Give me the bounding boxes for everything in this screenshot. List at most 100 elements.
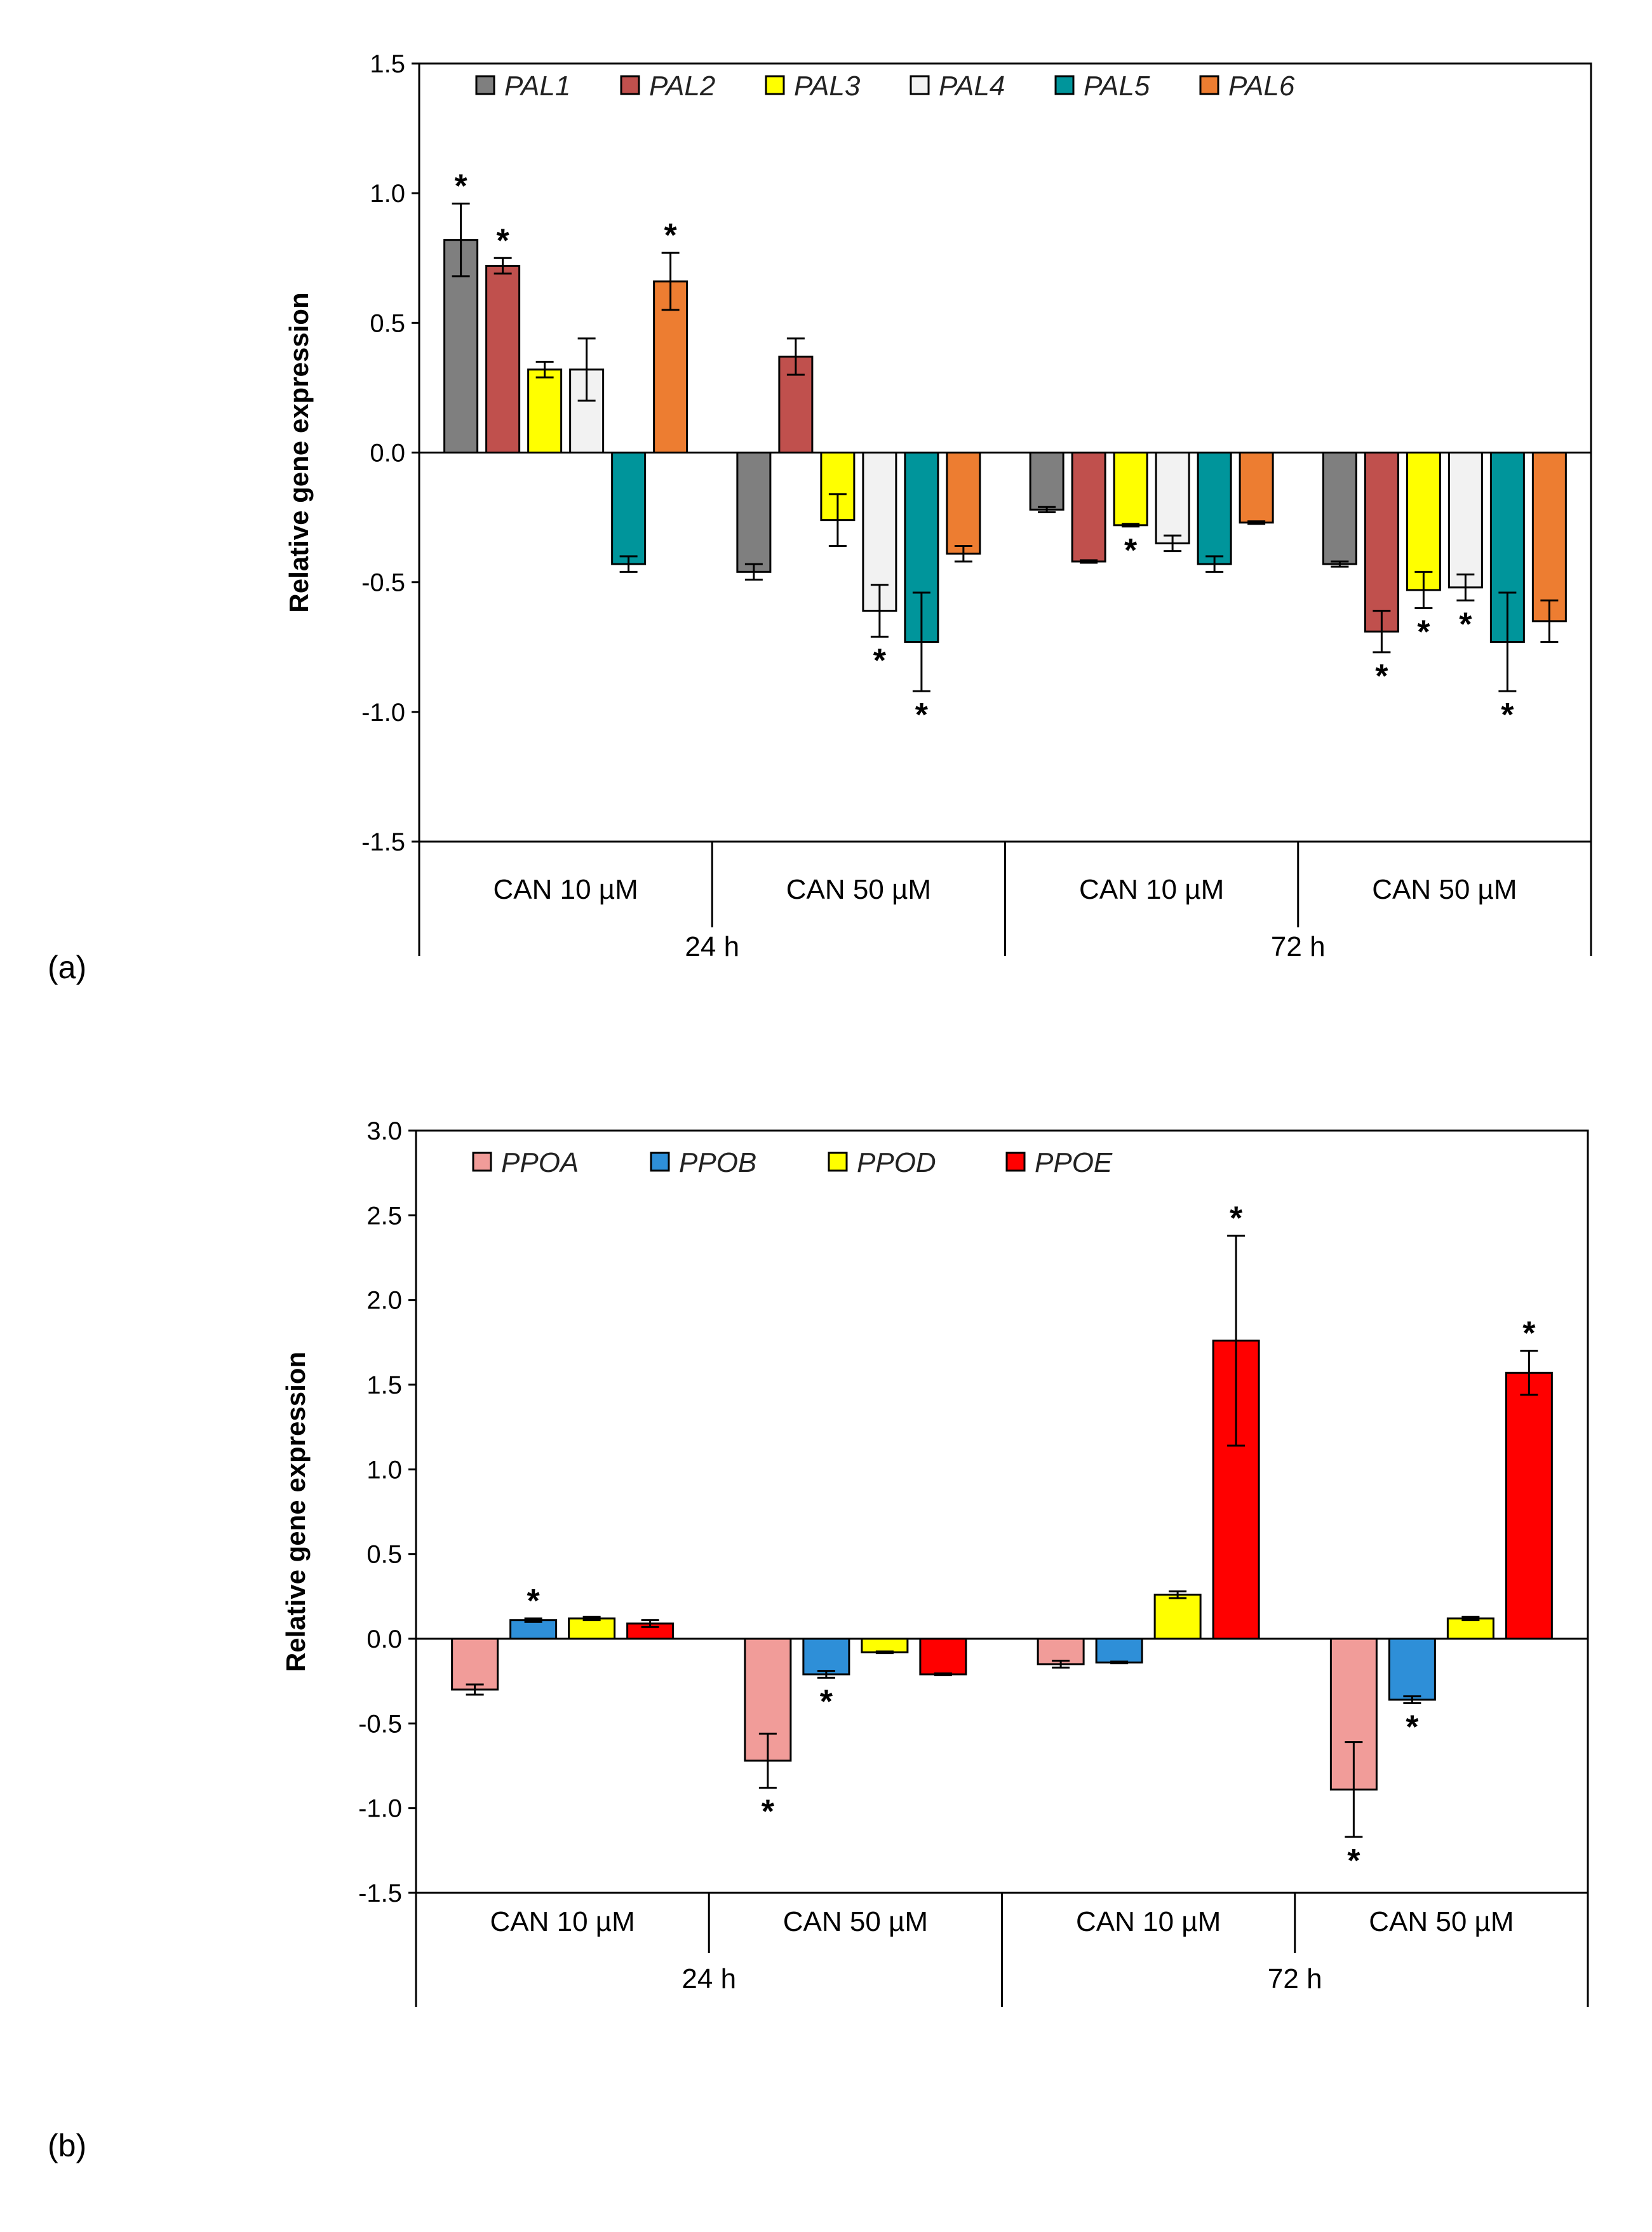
significance-marker: *: [915, 697, 929, 734]
y-axis-title: Relative gene expression: [281, 1352, 311, 1672]
y-tick-label: 0.5: [366, 1541, 402, 1569]
significance-marker: *: [820, 1683, 833, 1720]
bar-pal6: [946, 452, 981, 555]
bar-pal3: [1113, 452, 1148, 527]
significance-marker: *: [762, 1794, 775, 1831]
legend-swatch: [650, 1152, 670, 1172]
chart-panel-b: 3.0 2.5 2.0 1.5 1.0 0.5 0.0 -0.5 -1.0 -1.5 Relativ…: [281, 1117, 1589, 2007]
bar-pal1: [736, 452, 772, 573]
significance-marker: *: [1459, 606, 1472, 643]
y-tick-label: 1.5: [366, 1371, 402, 1399]
y-axis-title: Relative gene expression: [284, 292, 314, 612]
legend-swatch: [765, 75, 785, 95]
legend-entry: PPOB: [679, 1147, 756, 1178]
category-label: CAN 50 µM: [1369, 1906, 1514, 1937]
significance-marker: *: [455, 168, 468, 205]
bar-pal2: [485, 265, 521, 454]
chart-panel-a: 1.5 1.0 0.5 0.0 -0.5 -1.0 -1.5 Relative gene ex…: [284, 50, 1592, 962]
y-tick-label: -0.5: [361, 569, 405, 597]
panel-label: (b): [48, 2128, 86, 2163]
legend-entry: PPOE: [1035, 1147, 1113, 1178]
y-tick-label: 1.5: [370, 50, 405, 78]
y-tick-label: -1.0: [358, 1795, 402, 1823]
plot-frame: [415, 1129, 1589, 1894]
legend-swatch: [1005, 1152, 1026, 1172]
category-label: CAN 10 µM: [493, 874, 638, 905]
category-label: CAN 50 µM: [1372, 874, 1517, 905]
legend-swatch: [1054, 75, 1075, 95]
bar-pal4: [1447, 452, 1483, 589]
y-tick-label: 0.5: [370, 309, 405, 337]
y-tick-label: 0.0: [366, 1625, 402, 1653]
bar-pal6: [1531, 452, 1567, 622]
bar-pal3: [527, 368, 563, 454]
bar-pal2: [1364, 452, 1399, 633]
legend-entry: PPOA: [501, 1147, 579, 1178]
panel-label: (a): [48, 950, 86, 985]
bar-ppoe: [1505, 1371, 1553, 1640]
bar-pal1: [1322, 452, 1357, 565]
bar-ppob: [802, 1637, 850, 1676]
category-label: CAN 10 µM: [1079, 874, 1224, 905]
bar-pal6: [1239, 452, 1274, 524]
significance-marker: *: [1501, 697, 1514, 734]
significance-marker: *: [1347, 1843, 1360, 1879]
category-label: CAN 10 µM: [1076, 1906, 1221, 1937]
bar-pal3: [1406, 452, 1441, 591]
bar-pal5: [611, 452, 647, 565]
legend-entry: PPOD: [857, 1147, 936, 1178]
y-tick-label: -1.5: [361, 828, 405, 856]
y-tick-label: 0.0: [370, 440, 405, 467]
bar-ppoe: [919, 1637, 967, 1676]
legend-swatch: [475, 75, 495, 95]
y-tick-label: -1.5: [358, 1879, 402, 1907]
significance-marker: *: [1406, 1709, 1419, 1745]
group-label: 72 h: [1268, 1963, 1322, 1994]
legend-entry: PAL4: [939, 71, 1005, 102]
bar-pal4: [1155, 452, 1190, 544]
legend-swatch: [620, 75, 640, 95]
group-label: 72 h: [1271, 931, 1326, 962]
significance-marker: *: [1522, 1315, 1536, 1352]
legend-entry: PAL3: [794, 71, 861, 102]
significance-marker: *: [1124, 532, 1138, 569]
y-tick-label: 2.0: [366, 1287, 402, 1315]
legend-swatch: [1199, 75, 1219, 95]
category-label: CAN 10 µM: [490, 1906, 635, 1937]
y-tick-label: 1.0: [366, 1456, 402, 1484]
significance-marker: *: [873, 642, 887, 679]
bar-ppod: [1446, 1617, 1494, 1640]
legend-entry: PAL5: [1084, 71, 1150, 102]
legend-entry: PAL1: [504, 71, 570, 102]
significance-marker: *: [1417, 614, 1430, 651]
bar-pal2: [1071, 452, 1106, 563]
bar-ppod: [1153, 1594, 1202, 1640]
bar-ppod: [861, 1637, 909, 1653]
y-tick-label: 2.5: [366, 1202, 402, 1230]
bar-ppod: [568, 1617, 616, 1640]
legend-swatch: [910, 75, 930, 95]
y-tick-label: -0.5: [358, 1710, 402, 1738]
category-label: CAN 50 µM: [783, 1906, 928, 1937]
group-label: 24 h: [685, 931, 739, 962]
significance-marker: *: [527, 1583, 541, 1620]
legend-entry: PAL2: [649, 71, 715, 102]
legend-entry: PAL6: [1228, 71, 1295, 102]
significance-marker: *: [1230, 1200, 1243, 1237]
y-tick-label: 1.0: [370, 180, 405, 208]
significance-marker: *: [1375, 658, 1388, 695]
legend-swatch: [472, 1152, 492, 1172]
bar-pal1: [1029, 452, 1064, 511]
bar-ppob: [509, 1619, 558, 1640]
bar-ppob: [1095, 1637, 1143, 1664]
significance-marker: *: [497, 222, 510, 259]
significance-marker: *: [664, 217, 678, 254]
group-label: 24 h: [682, 1963, 736, 1994]
legend-swatch: [828, 1152, 848, 1172]
bar-ppob: [1388, 1637, 1436, 1701]
bar-pal5: [1197, 452, 1232, 565]
y-tick-label: -1.0: [361, 699, 405, 727]
category-label: CAN 50 µM: [786, 874, 931, 905]
y-tick-label: 3.0: [366, 1117, 402, 1145]
